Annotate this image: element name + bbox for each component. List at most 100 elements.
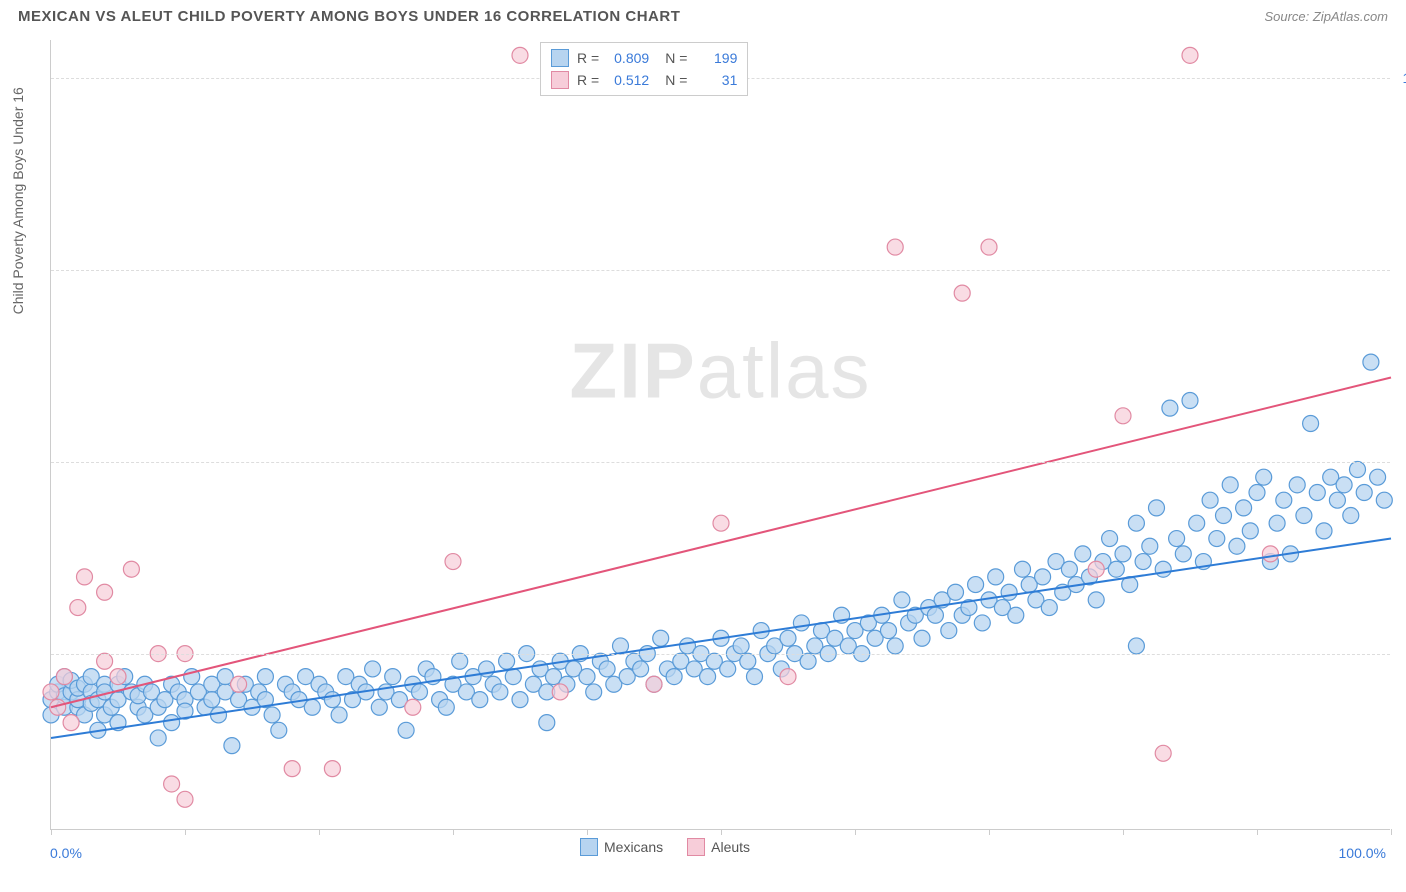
x-tick [1257,829,1258,835]
scatter-point [371,699,387,715]
r-value: 0.512 [607,72,649,88]
scatter-point [438,699,454,715]
scatter-point [150,730,166,746]
x-tick [989,829,990,835]
scatter-point [1162,400,1178,416]
scatter-point [1075,546,1091,562]
scatter-point [1309,485,1325,501]
scatter-point [1182,47,1198,63]
n-label: N = [665,50,687,66]
legend-label: Mexicans [604,839,663,855]
scatter-point [700,669,716,685]
scatter-point [653,630,669,646]
x-tick [721,829,722,835]
scatter-point [968,577,984,593]
scatter-point [405,699,421,715]
scatter-point [1316,523,1332,539]
scatter-point [110,669,126,685]
scatter-point [539,715,555,731]
scatter-point [1155,745,1171,761]
chart-plot-area: ZIPatlas 25.0%50.0%75.0%100.0% [50,40,1390,830]
scatter-point [1182,392,1198,408]
scatter-point [1061,561,1077,577]
scatter-point [579,669,595,685]
scatter-point [1256,469,1272,485]
scatter-point [97,584,113,600]
scatter-point [1128,638,1144,654]
x-tick [587,829,588,835]
legend-item: Mexicans [580,838,663,856]
chart-title: MEXICAN VS ALEUT CHILD POVERTY AMONG BOY… [18,8,680,25]
scatter-point [720,661,736,677]
scatter-point [63,715,79,731]
scatter-point [713,515,729,531]
scatter-point [164,776,180,792]
stats-row: R =0.512N =31 [551,69,737,91]
r-value: 0.809 [607,50,649,66]
scatter-point [800,653,816,669]
scatter-point [412,684,428,700]
scatter-point [1088,561,1104,577]
source-attribution: Source: ZipAtlas.com [1264,9,1388,24]
n-label: N = [665,72,687,88]
scatter-point [77,569,93,585]
scatter-point [1262,546,1278,562]
scatter-point [1035,569,1051,585]
scatter-point [740,653,756,669]
legend-item: Aleuts [687,838,750,856]
scatter-point [666,669,682,685]
scatter-point [1269,515,1285,531]
scatter-svg [51,40,1390,829]
scatter-point [599,661,615,677]
scatter-point [284,761,300,777]
y-tick-label: 100.0% [1403,70,1406,86]
scatter-point [927,607,943,623]
scatter-point [1041,600,1057,616]
scatter-point [1115,546,1131,562]
scatter-point [780,630,796,646]
scatter-point [365,661,381,677]
scatter-point [398,722,414,738]
scatter-point [974,615,990,631]
scatter-point [1289,477,1305,493]
scatter-point [1376,492,1392,508]
scatter-point [1169,531,1185,547]
scatter-point [1102,531,1118,547]
scatter-point [445,554,461,570]
x-tick [453,829,454,835]
scatter-point [1216,508,1232,524]
scatter-point [1135,554,1151,570]
scatter-point [881,623,897,639]
scatter-point [1303,415,1319,431]
scatter-point [452,653,468,669]
scatter-point [1229,538,1245,554]
scatter-point [1175,546,1191,562]
legend-swatch [687,838,705,856]
scatter-point [1329,492,1345,508]
scatter-point [231,676,247,692]
scatter-point [1350,462,1366,478]
scatter-point [1343,508,1359,524]
scatter-point [512,692,528,708]
x-tick [185,829,186,835]
x-tick [51,829,52,835]
r-label: R = [577,72,599,88]
x-tick [1123,829,1124,835]
scatter-point [1128,515,1144,531]
x-tick [855,829,856,835]
scatter-point [164,715,180,731]
grid-line [51,654,1390,655]
scatter-point [747,669,763,685]
correlation-stats-box: R =0.809N =199R =0.512N =31 [540,42,748,96]
y-axis-title: Child Poverty Among Boys Under 16 [10,87,26,314]
scatter-point [97,653,113,669]
scatter-point [552,684,568,700]
scatter-point [1236,500,1252,516]
scatter-point [224,738,240,754]
scatter-point [1356,485,1372,501]
scatter-point [887,638,903,654]
scatter-point [492,684,508,700]
scatter-point [1363,354,1379,370]
scatter-point [1001,584,1017,600]
grid-line [51,270,1390,271]
